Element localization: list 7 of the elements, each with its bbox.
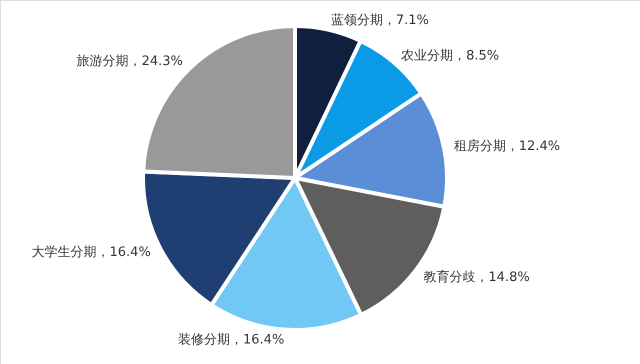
slice-label: 装修分期，16.4%: [178, 332, 284, 348]
slice-label: 租房分期，12.4%: [454, 138, 560, 154]
slice-label: 大学生分期，16.4%: [31, 244, 151, 260]
slice-label: 教育分歧，14.8%: [423, 268, 530, 285]
slice-label: 旅游分期，24.3%: [76, 54, 183, 70]
slice-label: 农业分期，8.5%: [401, 48, 500, 64]
slice-label: 蓝领分期，7.1%: [330, 13, 429, 28]
